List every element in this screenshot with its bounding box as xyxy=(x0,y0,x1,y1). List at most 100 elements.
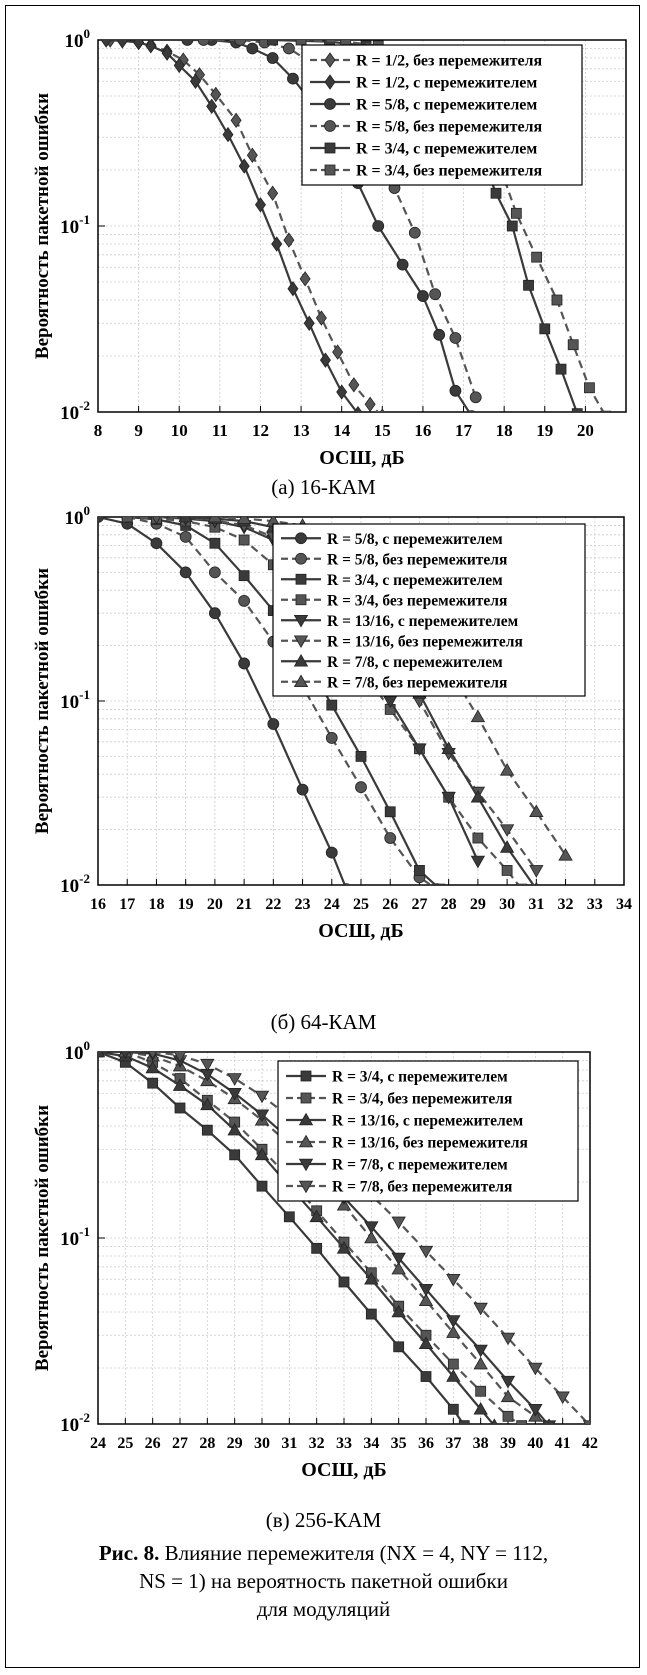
data-point xyxy=(283,1211,295,1223)
legend-label: R = 7/8, без перемежителя xyxy=(327,674,507,691)
data-point xyxy=(418,1293,434,1307)
data-point xyxy=(372,220,385,232)
data-point xyxy=(534,881,539,885)
data-point xyxy=(528,1403,543,1417)
x-tick-label: 41 xyxy=(555,1435,571,1452)
legend-label: R = 3/4, с перемежителем xyxy=(356,141,537,158)
data-point xyxy=(283,232,295,248)
data-point xyxy=(584,382,595,394)
x-tick-label: 8 xyxy=(94,421,103,440)
data-point xyxy=(393,1341,405,1353)
data-point xyxy=(567,339,579,351)
data-point xyxy=(121,517,133,523)
data-point xyxy=(506,220,518,232)
data-point xyxy=(287,281,299,297)
data-point xyxy=(326,699,338,711)
data-point xyxy=(391,1261,406,1275)
x-tick-label: 35 xyxy=(391,1435,407,1452)
data-point xyxy=(282,42,295,55)
legend-marker xyxy=(295,594,307,606)
x-tick-label: 38 xyxy=(473,1435,489,1452)
data-point xyxy=(353,405,363,412)
data-point xyxy=(230,112,242,129)
data-point xyxy=(238,657,251,670)
data-point xyxy=(311,1242,323,1254)
data-point xyxy=(510,207,522,219)
data-point xyxy=(336,384,348,400)
x-tick-label: 34 xyxy=(363,1435,379,1452)
data-point xyxy=(227,1073,242,1086)
x-tick-label: 34 xyxy=(616,896,632,913)
x-tick-label: 20 xyxy=(207,896,223,913)
y-tick-label: 10-2 xyxy=(60,1410,90,1436)
data-point xyxy=(582,1420,590,1424)
data-point xyxy=(303,315,315,331)
data-point xyxy=(148,1052,157,1060)
data-point xyxy=(254,1109,270,1123)
series-2 xyxy=(100,40,363,412)
data-point xyxy=(189,73,201,89)
x-tick-label: 17 xyxy=(119,896,135,913)
x-tick-label: 25 xyxy=(353,896,369,913)
data-point xyxy=(555,363,567,375)
x-tick-label: 40 xyxy=(527,1435,543,1452)
data-point xyxy=(414,865,425,876)
x-tick-label: 27 xyxy=(172,1435,188,1452)
x-tick-label: 32 xyxy=(309,1435,325,1452)
series-line xyxy=(110,40,380,412)
caption-line1: Влияние перемежителя (NX = 4, NY = 112, xyxy=(164,1541,549,1565)
data-point xyxy=(342,883,351,885)
data-point xyxy=(267,40,279,46)
data-point xyxy=(98,517,104,523)
series-line xyxy=(124,1052,522,1424)
legend-marker xyxy=(300,1070,312,1082)
data-point xyxy=(98,1052,106,1058)
data-point xyxy=(147,1077,159,1089)
y-tick-label: 100 xyxy=(65,1040,91,1064)
legend-marker xyxy=(324,52,336,68)
data-point xyxy=(469,391,482,404)
data-point xyxy=(254,1090,270,1104)
series-1 xyxy=(98,1052,470,1424)
data-point xyxy=(200,1097,215,1111)
data-point xyxy=(299,271,311,287)
data-point xyxy=(100,40,112,48)
x-tick-label: 27 xyxy=(411,896,427,913)
data-point xyxy=(355,781,367,794)
data-point xyxy=(472,832,484,844)
data-point xyxy=(236,517,252,524)
data-point xyxy=(491,1418,498,1424)
data-point xyxy=(315,310,327,326)
data-point xyxy=(296,783,309,796)
x-tick-label: 18 xyxy=(496,421,513,440)
data-point xyxy=(531,251,543,263)
legend-box xyxy=(272,523,586,697)
legend-label: R = 1/2, с перемежителем xyxy=(356,75,537,92)
data-point xyxy=(475,1385,487,1397)
x-tick-label: 30 xyxy=(499,896,515,913)
legend-label: R = 3/4, с перемежителем xyxy=(327,572,503,589)
data-point xyxy=(470,789,486,803)
legend-marker xyxy=(298,1158,314,1172)
data-point xyxy=(145,1060,160,1074)
data-point xyxy=(449,332,462,344)
data-point xyxy=(238,594,251,607)
x-tick-label: 24 xyxy=(324,896,340,913)
legend-marker xyxy=(300,1092,312,1104)
data-point xyxy=(473,1302,488,1316)
data-point xyxy=(473,1356,488,1370)
x-tick-label: 32 xyxy=(558,896,574,913)
legend: R = 5/8, с перемежителем R = 5/8, без пер… xyxy=(272,523,586,697)
x-axis-label: ОСШ, дБ xyxy=(318,920,404,942)
legend-label: R = 13/16, с перемежителем xyxy=(327,613,519,630)
chart-64qam: 16 17 18 19 20 21 22 23 24 25 26 27 28 29 30 31 32 33 34 10… xyxy=(32,505,632,942)
data-point xyxy=(384,806,396,818)
data-point xyxy=(121,1052,130,1060)
data-point xyxy=(208,566,221,579)
data-point xyxy=(433,328,446,341)
data-point xyxy=(267,718,280,730)
legend-marker xyxy=(324,120,336,132)
legend-marker xyxy=(293,614,309,628)
data-point xyxy=(364,396,376,412)
data-point xyxy=(391,1252,406,1266)
